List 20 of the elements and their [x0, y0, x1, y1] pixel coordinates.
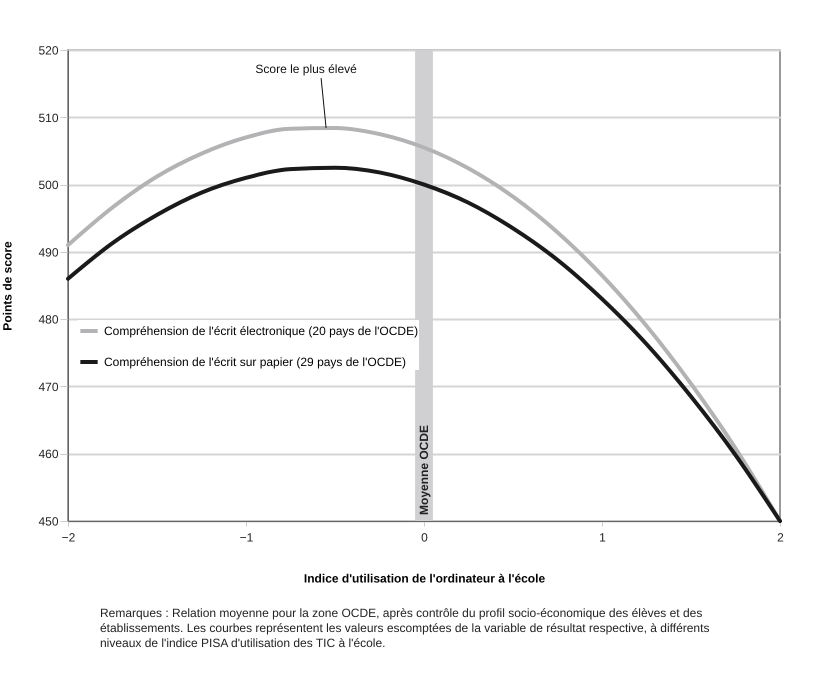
y-tick-label: 470 — [38, 380, 59, 394]
y-tick-label: 450 — [38, 514, 59, 528]
x-tick-label: −2 — [62, 530, 76, 544]
band-label: Moyenne OCDE — [417, 424, 431, 515]
legend-label: Compréhension de l'écrit sur papier (29 pays de l'OCDE) — [104, 355, 406, 369]
y-tick-label: 510 — [38, 110, 59, 125]
y-axis-title: Points de score — [0, 241, 14, 331]
y-tick-label: 520 — [38, 44, 59, 58]
x-axis-title: Indice d'utilisation de l'ordinateur à l'école — [304, 572, 546, 586]
text: Remarques : Relation moyenne pour la zone OCDE, après contrôle du profil socio-économique des élèves et des établissements. Les courbes représentent les valeurs escomptées de la variable de résultat respective, à différents niveaux de l'indice PISA d'utilisation des TIC à l'école. — [100, 606, 710, 651]
y-tick-label: 480 — [38, 312, 59, 327]
x-tick-label: 0 — [421, 530, 428, 544]
y-tick-label: 460 — [38, 447, 59, 462]
x-tick-label: 1 — [599, 530, 606, 544]
y-tick-label: 490 — [38, 245, 59, 260]
x-tick-label: −1 — [240, 530, 254, 544]
annotation: Score le plus élevé — [255, 62, 358, 76]
legend-label: Compréhension de l'écrit électronique (20 pays de l'OCDE) — [104, 324, 418, 338]
y-tick-label: 500 — [38, 178, 59, 192]
x-tick-label: 2 — [777, 530, 784, 544]
